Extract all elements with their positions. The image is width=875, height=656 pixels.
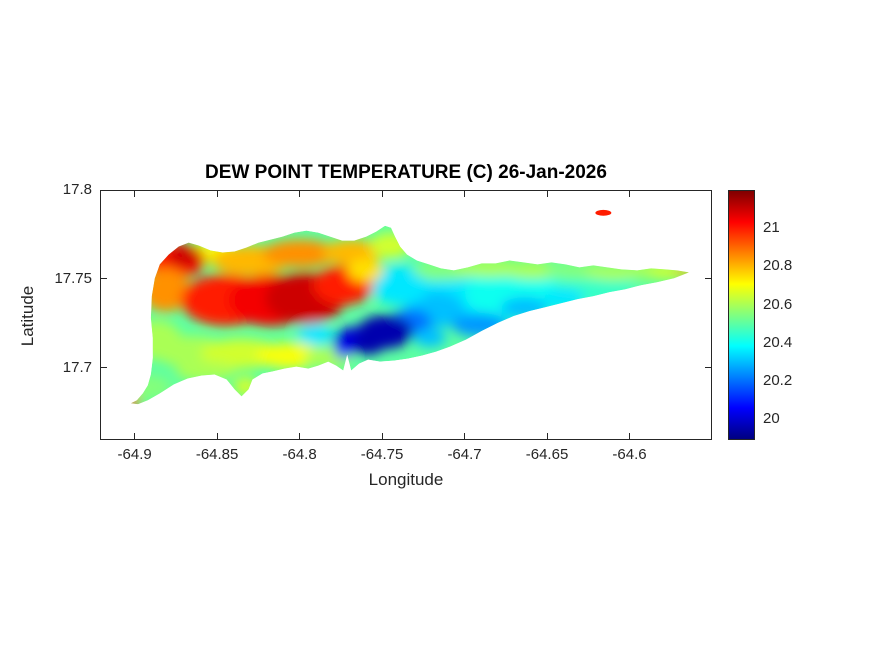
y-tick-mark [101, 367, 107, 369]
colorbar-tick-label: 20.6 [763, 295, 793, 313]
x-tick-label: -64.75 [360, 446, 404, 463]
island-field [130, 225, 690, 405]
colorbar-tick-label: 20.2 [763, 371, 793, 389]
x-axis-label: Longitude [368, 470, 444, 489]
islet-shape [595, 209, 612, 216]
x-tick-label: -64.9 [117, 446, 152, 463]
x-tick-label: -64.85 [195, 446, 239, 463]
x-tick-mark [629, 191, 631, 197]
x-tick-label: -64.8 [282, 446, 317, 463]
plot-area [100, 190, 712, 440]
x-tick-label: -64.7 [447, 446, 482, 463]
x-tick-mark [134, 191, 136, 197]
island-heatmap [130, 209, 690, 405]
y-tick-mark [705, 189, 711, 191]
y-tick-label: 17.75 [54, 269, 92, 287]
x-tick-mark [464, 433, 466, 439]
x-tick-mark [299, 191, 301, 197]
x-tick-mark [629, 433, 631, 439]
x-tick-mark [464, 191, 466, 197]
y-tick-mark [705, 278, 711, 280]
x-tick-label: -64.6 [612, 446, 647, 463]
x-tick-mark [134, 433, 136, 439]
x-tick-mark [216, 191, 218, 197]
colorbar-tick-label: 20.4 [763, 333, 793, 351]
colorbar [728, 190, 755, 440]
y-tick-label: 17.8 [62, 181, 92, 198]
x-tick-mark [381, 191, 383, 197]
colorbar-tick-label: 21 [763, 219, 780, 237]
colorbar-tick-label: 20 [763, 410, 780, 427]
x-tick-label: -64.65 [525, 446, 569, 463]
x-tick-mark [216, 433, 218, 439]
x-tick-mark [299, 433, 301, 439]
y-tick-mark [705, 367, 711, 369]
y-tick-mark [101, 189, 107, 191]
y-axis-label: Latitude [18, 285, 37, 347]
chart-title: DEW POINT TEMPERATURE (C) 26-Jan-2026 [205, 162, 607, 183]
x-tick-mark [546, 433, 548, 439]
x-tick-mark [381, 433, 383, 439]
x-tick-mark [546, 191, 548, 197]
y-tick-mark [101, 278, 107, 280]
y-tick-label: 17.7 [62, 358, 92, 376]
colorbar-tick-label: 20.8 [763, 257, 793, 275]
